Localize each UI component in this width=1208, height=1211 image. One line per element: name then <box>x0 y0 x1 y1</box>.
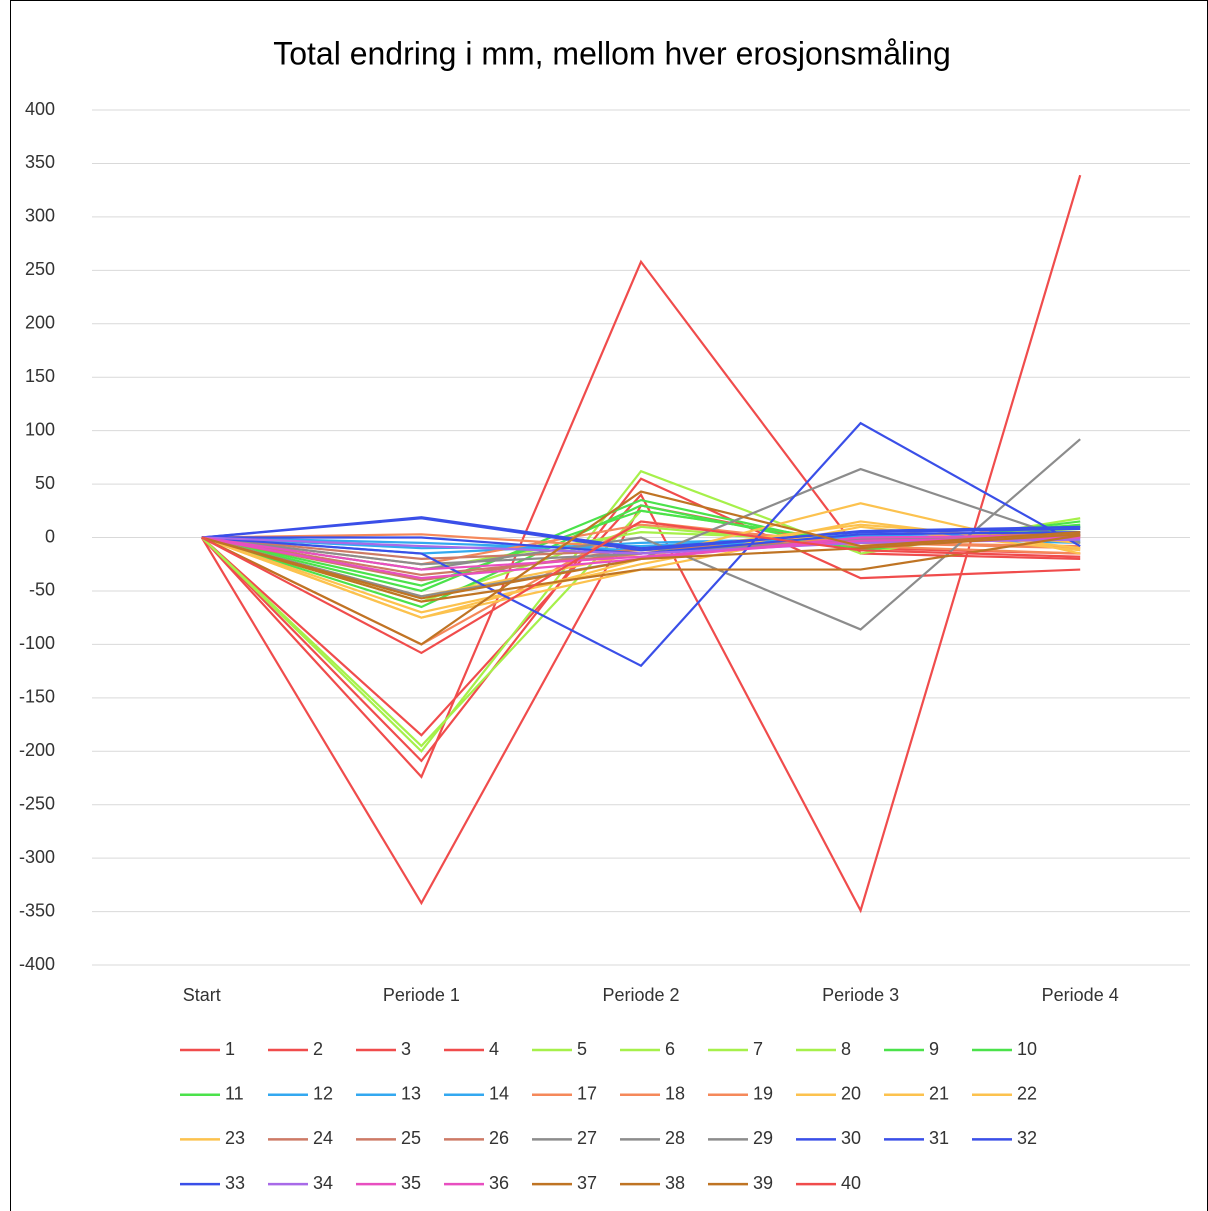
legend-label: 17 <box>577 1083 597 1103</box>
series-line <box>201 533 1081 600</box>
series-line <box>201 534 1081 603</box>
x-tick-label: Periode 2 <box>602 985 679 1005</box>
legend-label: 12 <box>313 1083 333 1103</box>
y-tick-label: 250 <box>25 259 55 279</box>
y-tick-label: -150 <box>19 687 55 707</box>
legend-label: 22 <box>1017 1083 1037 1103</box>
legend-label: 36 <box>489 1173 509 1193</box>
y-tick-label: -100 <box>19 633 55 653</box>
x-tick-label: Periode 3 <box>822 985 899 1005</box>
y-tick-label: -400 <box>19 954 55 974</box>
legend-label: 11 <box>225 1083 244 1103</box>
legend-label: 37 <box>577 1173 597 1193</box>
y-tick-label: -200 <box>19 740 55 760</box>
y-tick-label: 150 <box>25 366 55 386</box>
series-line <box>201 490 1081 646</box>
y-tick-label: 100 <box>25 419 55 439</box>
series-line <box>201 477 1081 763</box>
legend-label: 30 <box>841 1128 861 1148</box>
legend-label: 19 <box>753 1083 773 1103</box>
legend-label: 34 <box>313 1173 333 1193</box>
legend-label: 7 <box>753 1039 763 1059</box>
legend-label: 31 <box>929 1128 949 1148</box>
y-tick-label: 350 <box>25 152 55 172</box>
legend-label: 24 <box>313 1128 333 1148</box>
y-tick-label: 400 <box>25 99 55 119</box>
y-tick-label: 300 <box>25 206 55 226</box>
legend-label: 25 <box>401 1128 421 1148</box>
x-tick-label: Start <box>183 985 221 1005</box>
y-tick-label: -50 <box>29 580 55 600</box>
legend-label: 21 <box>929 1083 949 1103</box>
legend-label: 40 <box>841 1173 861 1193</box>
legend-label: 32 <box>1017 1128 1037 1148</box>
legend-label: 35 <box>401 1173 421 1193</box>
legend-label: 13 <box>401 1083 421 1103</box>
legend-label: 33 <box>225 1173 245 1193</box>
y-tick-label: 50 <box>35 473 55 493</box>
legend-label: 6 <box>665 1039 675 1059</box>
x-tick-label: Periode 1 <box>383 985 460 1005</box>
series-line <box>200 259 1081 779</box>
legend-label: 9 <box>929 1039 939 1059</box>
legend-label: 26 <box>489 1128 509 1148</box>
legend-label: 8 <box>841 1039 851 1059</box>
legend-label: 18 <box>665 1083 685 1103</box>
legend-label: 14 <box>489 1083 509 1103</box>
legend-label: 4 <box>489 1039 499 1059</box>
series-line <box>201 536 1081 571</box>
legend-label: 20 <box>841 1083 861 1103</box>
y-tick-label: 200 <box>25 313 55 333</box>
legend-label: 28 <box>665 1128 685 1148</box>
legend-label: 23 <box>225 1128 245 1148</box>
legend-label: 3 <box>401 1039 411 1059</box>
legend-label: 1 <box>225 1039 235 1059</box>
chart-title: Total endring i mm, mellom hver erosjons… <box>273 35 951 71</box>
series-line <box>201 517 1081 552</box>
series-line <box>201 174 1082 914</box>
legend-label: 27 <box>577 1128 597 1148</box>
legend-label: 39 <box>753 1173 773 1193</box>
legend-label: 10 <box>1017 1039 1037 1059</box>
legend-label: 38 <box>665 1173 685 1193</box>
series-line <box>201 520 1081 655</box>
y-tick-label: -300 <box>19 847 55 867</box>
legend-label: 2 <box>313 1039 323 1059</box>
legend-label: 29 <box>753 1128 773 1148</box>
y-tick-label: 0 <box>45 526 55 546</box>
y-tick-label: -350 <box>19 900 55 920</box>
series-line <box>201 421 1081 668</box>
x-tick-label: Periode 4 <box>1042 985 1119 1005</box>
y-tick-label: -250 <box>19 793 55 813</box>
chart-frame <box>10 0 1208 1211</box>
legend-label: 5 <box>577 1039 587 1059</box>
